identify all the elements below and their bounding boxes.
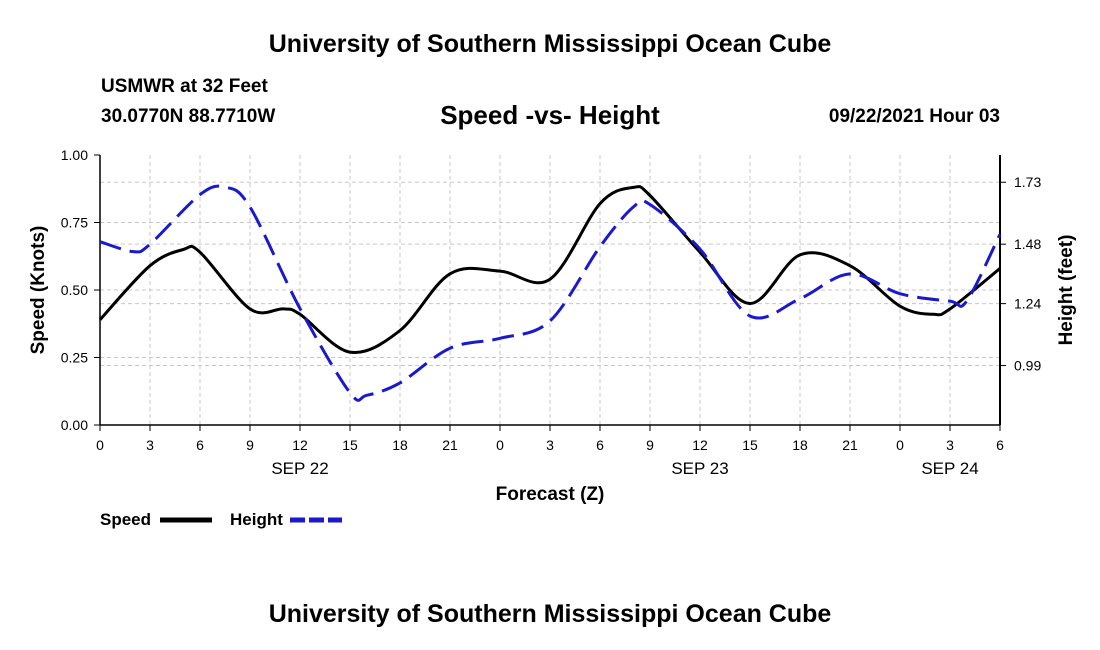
footer-title: University of Southern Mississippi Ocean… xyxy=(268,600,832,628)
series xyxy=(98,184,1002,402)
x-tick-label: 3 xyxy=(946,437,954,453)
x-tick-label: 15 xyxy=(742,437,758,453)
y-tick-label: 0.50 xyxy=(61,282,88,298)
y2-tick-label: 0.99 xyxy=(1014,358,1041,374)
x-tick-label: 6 xyxy=(596,437,604,453)
x-tick-label: 0 xyxy=(496,437,504,453)
y2-tick-label: 1.48 xyxy=(1014,236,1041,252)
x-tick-label: 3 xyxy=(146,437,154,453)
chart-title: University of Southern Mississippi Ocean… xyxy=(268,30,832,58)
x-tick-label: 12 xyxy=(292,437,308,453)
x-tick-label: 18 xyxy=(392,437,408,453)
coordinates-label: 30.0770N 88.7710W xyxy=(101,106,276,127)
legend-speed-label: Speed xyxy=(100,510,152,529)
x-tick-label: 12 xyxy=(692,437,708,453)
chart-subtitle: Speed -vs- Height xyxy=(440,100,660,130)
y2-tick-label: 1.24 xyxy=(1014,296,1041,312)
x-tick-label: 0 xyxy=(96,437,104,453)
y-tick-label: 0.75 xyxy=(61,215,88,231)
y-axis-title: Speed (Knots) xyxy=(28,226,49,355)
date-label: SEP 23 xyxy=(671,459,728,478)
date-label: SEP 22 xyxy=(271,459,328,478)
x-tick-label: 3 xyxy=(546,437,554,453)
y-tick-label: 0.25 xyxy=(61,350,88,366)
x-tick-label: 18 xyxy=(792,437,808,453)
x-tick-label: 6 xyxy=(996,437,1004,453)
x-tick-label: 21 xyxy=(442,437,458,453)
y2-tick-label: 1.73 xyxy=(1014,174,1041,190)
x-tick-label: 6 xyxy=(196,437,204,453)
y2-axis-title: Height (feet) xyxy=(1056,235,1077,346)
x-tick-label: 15 xyxy=(342,437,358,453)
legend-height-label: Height xyxy=(230,510,283,529)
x-tick-label: 21 xyxy=(842,437,858,453)
datetime-label: 09/22/2021 Hour 03 xyxy=(828,106,1000,127)
y-tick-label: 1.00 xyxy=(61,147,88,163)
station-label: USMWR at 32 Feet xyxy=(101,76,268,97)
x-axis-title: Forecast (Z) xyxy=(496,484,605,505)
date-label: SEP 24 xyxy=(921,459,978,478)
y-tick-label: 0.00 xyxy=(61,417,88,433)
x-tick-label: 0 xyxy=(896,437,904,453)
axes: 0 3 6 9 12 15 18 21 0 3 6 9 12 15 18 21 0 3 6 0.00 0.25 0.50 0… xyxy=(28,147,1077,505)
height-series-line xyxy=(99,184,1002,402)
x-tick-label: 9 xyxy=(646,437,654,453)
grid xyxy=(100,155,1000,425)
x-tick-label: 9 xyxy=(246,437,254,453)
